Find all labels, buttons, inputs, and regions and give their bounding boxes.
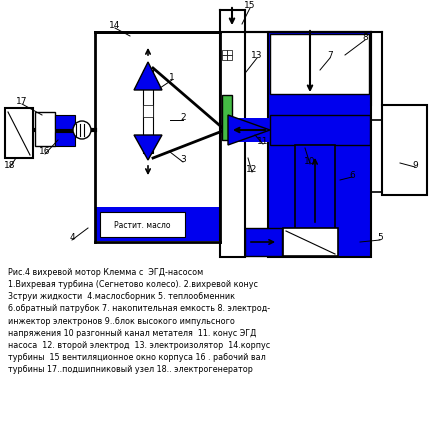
Bar bbox=[35, 112, 55, 146]
Text: 14: 14 bbox=[109, 22, 120, 30]
Bar bbox=[283, 228, 337, 256]
Bar bbox=[227, 55, 231, 60]
Bar bbox=[143, 70, 153, 88]
Bar bbox=[5, 108, 33, 158]
Bar bbox=[227, 50, 231, 55]
Text: 1: 1 bbox=[169, 73, 174, 82]
Text: 12: 12 bbox=[246, 165, 257, 175]
Bar bbox=[221, 95, 231, 140]
Text: Рис.4 вихревой мотор Клемма с  ЭГД-насосом
1.Вихревая турбина (Сегнетово колесо): Рис.4 вихревой мотор Клемма с ЭГД-насосо… bbox=[8, 268, 270, 374]
Text: 10: 10 bbox=[303, 158, 315, 166]
Bar bbox=[55, 132, 75, 146]
Bar bbox=[244, 228, 281, 256]
Bar bbox=[267, 32, 370, 257]
Polygon shape bbox=[134, 135, 161, 160]
Polygon shape bbox=[227, 115, 270, 145]
Bar bbox=[220, 32, 244, 257]
Text: 18: 18 bbox=[4, 161, 16, 169]
Bar bbox=[143, 105, 153, 117]
Circle shape bbox=[73, 121, 91, 139]
Bar bbox=[294, 145, 334, 230]
Bar bbox=[96, 207, 218, 241]
Text: 11: 11 bbox=[256, 137, 268, 147]
Polygon shape bbox=[134, 62, 161, 90]
Bar bbox=[143, 135, 153, 153]
Text: 8: 8 bbox=[361, 33, 367, 43]
Text: 6: 6 bbox=[349, 170, 354, 180]
Bar bbox=[270, 115, 369, 145]
Text: 3: 3 bbox=[180, 155, 185, 165]
Bar bbox=[270, 34, 368, 94]
Bar bbox=[221, 50, 227, 55]
Text: 9: 9 bbox=[411, 161, 417, 169]
Bar bbox=[221, 55, 227, 60]
Text: 7: 7 bbox=[326, 51, 332, 60]
Text: 2: 2 bbox=[180, 114, 185, 122]
Bar bbox=[381, 105, 426, 195]
Bar bbox=[100, 212, 184, 237]
Text: Растит. масло: Растит. масло bbox=[114, 220, 171, 230]
Text: 16: 16 bbox=[39, 147, 51, 157]
Text: 4: 4 bbox=[69, 234, 75, 242]
Text: 5: 5 bbox=[376, 234, 382, 242]
Text: 15: 15 bbox=[243, 1, 255, 11]
Text: 13: 13 bbox=[251, 51, 262, 60]
Text: 17: 17 bbox=[16, 98, 28, 106]
Bar bbox=[55, 115, 75, 129]
Bar bbox=[143, 88, 153, 135]
Bar bbox=[227, 118, 270, 142]
